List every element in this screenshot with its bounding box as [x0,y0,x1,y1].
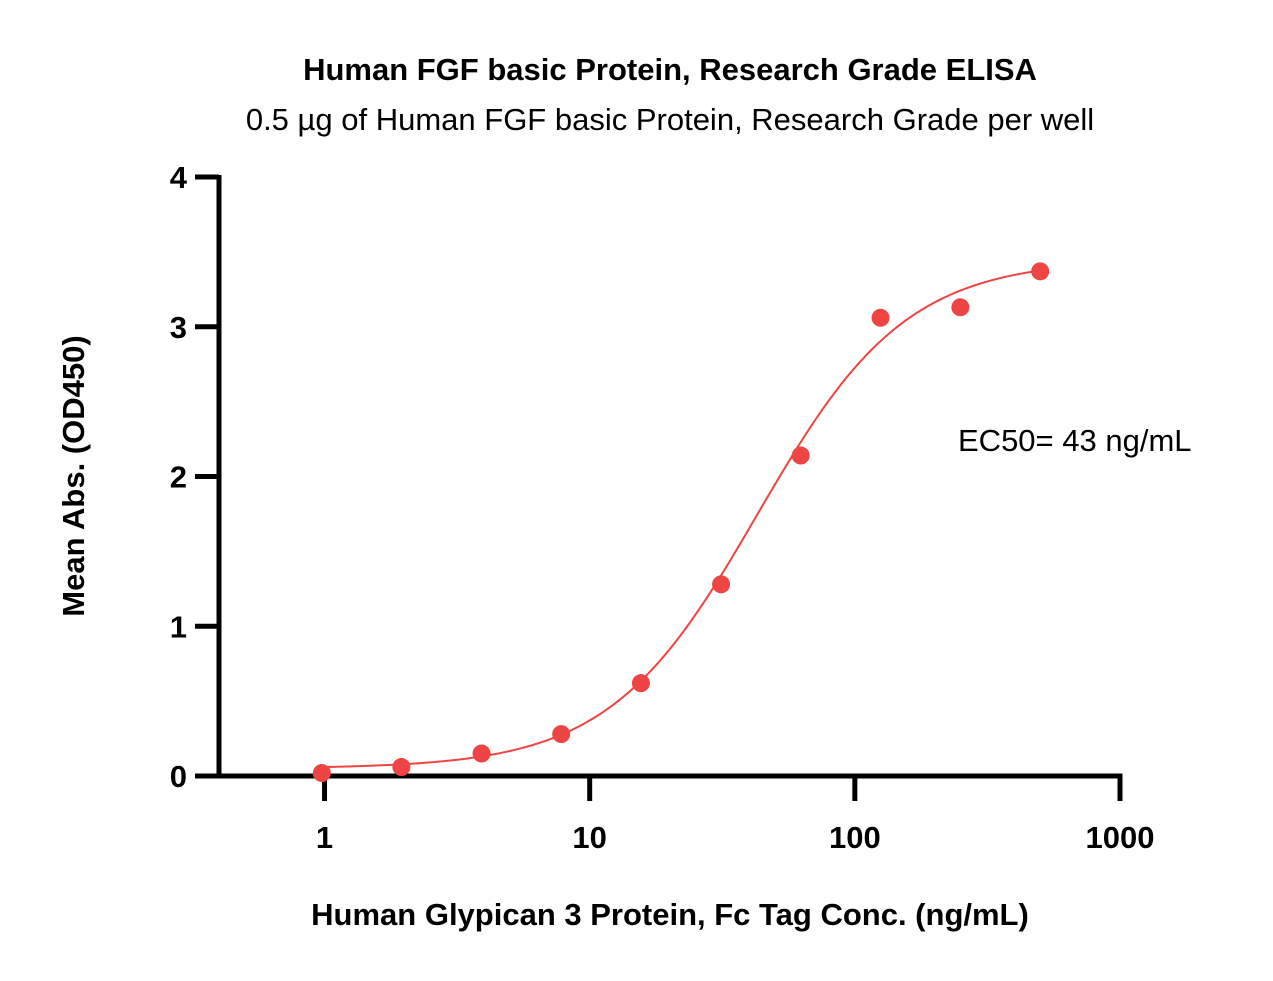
x-tick-label: 100 [829,820,881,855]
ec50-annotation: EC50= 43 ng/mL [958,423,1192,458]
axes [216,175,1123,779]
data-point [951,298,970,317]
chart-title: Human FGF basic Protein, Research Grade … [303,52,1037,87]
y-tick-label: 0 [170,759,187,794]
y-axis-label: Mean Abs. (OD450) [56,335,91,616]
y-tick-label: 2 [170,460,187,495]
data-point [392,758,411,777]
data-point [871,308,890,327]
data-point [791,446,810,465]
data-point [312,764,331,783]
y-tick-label: 3 [170,310,187,345]
fit-curve [321,269,1041,769]
x-tick-label: 10 [572,820,606,855]
data-point [712,575,731,594]
x-ticks: 1 10 100 1000 [316,776,1155,855]
chart-subtitle: 0.5 µg of Human FGF basic Protein, Resea… [246,102,1094,137]
x-tick-label: 1 [316,820,333,855]
y-tick-label: 1 [170,609,187,644]
data-points [312,262,1050,783]
y-ticks: 0 1 2 3 4 [170,160,219,794]
x-tick-label: 1000 [1086,820,1155,855]
data-point [631,674,650,693]
data-point [1031,262,1050,281]
data-point [552,725,571,744]
data-point [472,744,491,763]
x-axis-label: Human Glypican 3 Protein, Fc Tag Conc. (… [311,897,1029,932]
y-tick-label: 4 [170,160,188,195]
